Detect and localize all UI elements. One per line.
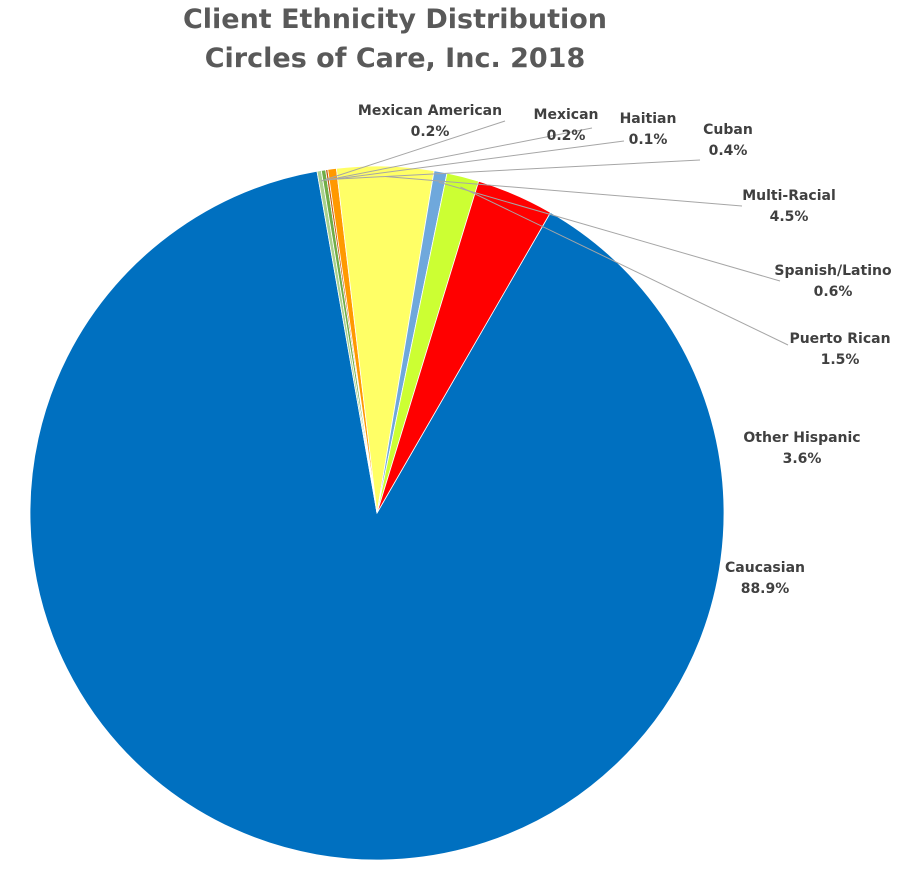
slice-value-cuban: 0.4%: [709, 143, 748, 159]
leader-line-mexican: [324, 127, 593, 181]
slice-name-other-hispanic: Other Hispanic: [743, 430, 860, 446]
chart-subtitle: Circles of Care, Inc. 2018: [205, 43, 586, 74]
slice-name-haitian: Haitian: [620, 111, 677, 127]
leader-line-mexican-american: [320, 120, 506, 182]
leader-line-cuban: [333, 159, 701, 180]
slice-value-spanish-latino: 0.6%: [814, 284, 853, 300]
slice-name-mexican-american: Mexican American: [358, 103, 502, 119]
leader-line-spanish-latino: [438, 181, 781, 282]
pie-slice-other-hispanic: [376, 180, 552, 514]
chart-title: Client Ethnicity Distribution: [183, 4, 607, 35]
slice-value-multi-racial: 4.5%: [770, 209, 809, 225]
leader-line-haitian: [328, 140, 625, 181]
slice-value-mexican-american: 0.2%: [411, 124, 450, 140]
slice-name-cuban: Cuban: [703, 122, 753, 138]
slice-value-mexican: 0.2%: [547, 128, 586, 144]
pie-slice-caucasian: [29, 170, 725, 861]
slice-name-spanish-latino: Spanish/Latino: [774, 263, 892, 279]
slice-value-other-hispanic: 3.6%: [783, 451, 822, 467]
pie-slices: [29, 165, 725, 861]
leader-lines: [320, 120, 789, 346]
slice-name-caucasian: Caucasian: [725, 560, 805, 576]
slice-value-haitian: 0.1%: [629, 132, 668, 148]
slice-name-puerto-rican: Puerto Rican: [789, 331, 890, 347]
leader-line-puerto-rican: [460, 186, 789, 346]
slice-value-puerto-rican: 1.5%: [821, 352, 860, 368]
slice-labels: Caucasian 88.9% Mexican American 0.2% Mexica…: [358, 103, 892, 597]
slice-name-multi-racial: Multi-Racial: [742, 188, 836, 204]
leader-line-multi-racial: [385, 176, 743, 207]
slice-value-caucasian: 88.9%: [741, 581, 790, 597]
slice-name-mexican: Mexican: [534, 107, 599, 123]
